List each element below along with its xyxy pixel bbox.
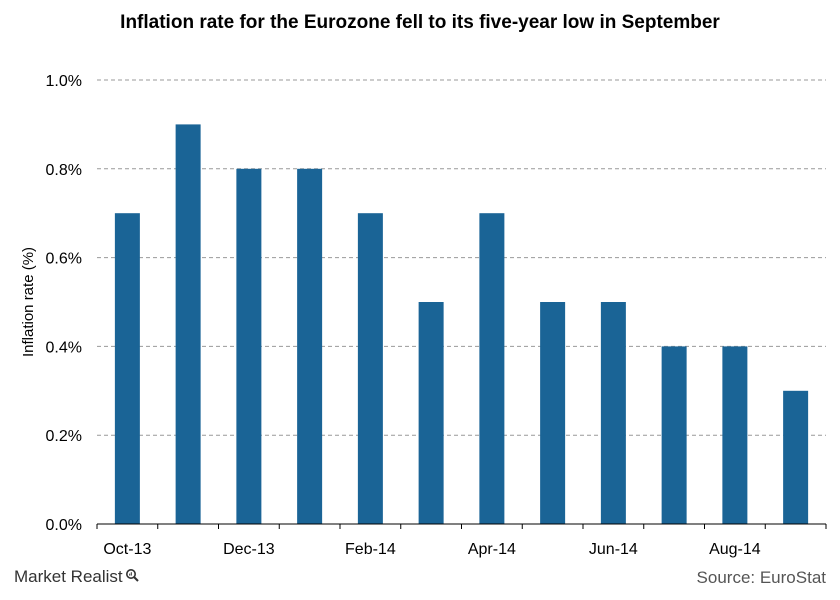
bar-Mar-14 — [418, 302, 444, 524]
bar-Feb-14 — [357, 213, 383, 524]
source-note: Source: EuroStat — [696, 568, 826, 587]
magnifier-icon — [125, 567, 139, 587]
x-tick-label: Dec-13 — [223, 541, 275, 558]
y-tick-label: 0.8% — [46, 162, 82, 179]
y-tick-label: 0.0% — [46, 517, 82, 534]
x-tick-label: Oct-13 — [103, 541, 151, 558]
x-tick-label: Feb-14 — [345, 541, 396, 558]
bar-Jan-14 — [297, 168, 323, 525]
x-tick-label: Aug-14 — [709, 541, 761, 558]
x-tick-label: Apr-14 — [468, 541, 516, 558]
brand-name: Market Realist — [14, 567, 123, 586]
brand-logo: Market Realist — [14, 567, 139, 587]
bars — [114, 124, 809, 525]
bar-May-14 — [540, 302, 566, 524]
y-tick-label: 1.0% — [46, 73, 82, 90]
grid-lines — [97, 79, 826, 436]
y-tick-label: 0.2% — [46, 428, 82, 445]
bar-Apr-14 — [479, 213, 505, 524]
y-tick-label: 0.6% — [46, 251, 82, 268]
bar-Dec-13 — [236, 168, 262, 525]
y-axis-label: Inflation rate (%) — [20, 247, 37, 357]
bar-Jul-14 — [661, 346, 687, 524]
bar-Sep-14 — [783, 390, 809, 524]
x-axis-ticks: Oct-13 Dec-13 Feb-14 Apr-14 Jun-14 Aug-14 — [96, 524, 827, 558]
bar-Jun-14 — [600, 302, 626, 524]
bar-Aug-14 — [722, 346, 748, 524]
chart-title: Inflation rate for the Eurozone fell to … — [120, 12, 720, 33]
bar-Nov-13 — [175, 124, 201, 525]
y-tick-label: 0.4% — [46, 339, 82, 356]
bar-Oct-13 — [114, 213, 140, 524]
x-tick-label: Jun-14 — [589, 541, 638, 558]
y-axis-ticks: 0.0% 0.2% 0.4% 0.6% 0.8% 1.0% — [46, 73, 82, 534]
